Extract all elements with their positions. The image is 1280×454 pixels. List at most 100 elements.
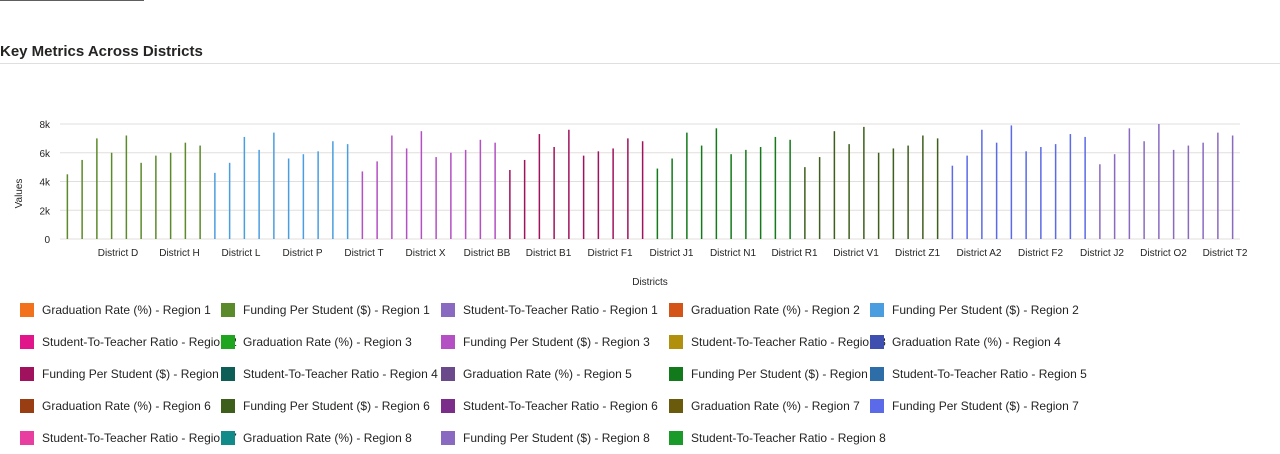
x-tick-label: District P <box>283 248 323 259</box>
legend-swatch <box>441 303 455 317</box>
legend-swatch <box>221 399 235 413</box>
bar <box>1128 128 1131 239</box>
legend-label: Graduation Rate (%) - Region 6 <box>42 399 211 413</box>
y-tick-label: 2k <box>39 206 51 217</box>
bar <box>1025 151 1027 239</box>
bar <box>391 135 393 239</box>
bar <box>804 167 806 239</box>
bar <box>597 151 600 239</box>
legend-swatch <box>441 431 455 445</box>
bar <box>966 155 968 239</box>
legend-swatch <box>20 431 34 445</box>
bar <box>848 144 850 239</box>
title-divider <box>0 63 1280 64</box>
legend-swatch <box>870 367 884 381</box>
x-tick-label: District L <box>222 248 261 259</box>
legend-swatch <box>221 303 235 317</box>
legend-label: Student-To-Teacher Ratio - Region 3 <box>691 335 886 349</box>
bar <box>951 165 954 239</box>
bar <box>140 162 142 239</box>
x-tick-label: District O2 <box>1140 248 1187 259</box>
x-tick-label: District N1 <box>710 248 757 259</box>
legend-label: Graduation Rate (%) - Region 7 <box>691 399 860 413</box>
legend-swatch <box>669 431 683 445</box>
legend-label: Graduation Rate (%) - Region 2 <box>691 303 860 317</box>
chart-legend: Graduation Rate (%) - Region 1 Funding Pe… <box>20 300 1280 454</box>
bar <box>1172 149 1175 239</box>
bar <box>582 155 585 239</box>
legend-swatch <box>870 335 884 349</box>
legend-label: Student-To-Teacher Ratio - Region 6 <box>463 399 658 413</box>
x-tick-label: District T <box>344 248 383 259</box>
bar <box>1099 164 1101 239</box>
legend-swatch <box>669 303 683 317</box>
legend-label: Student-To-Teacher Ratio - Region 1 <box>463 303 658 317</box>
bar <box>818 157 821 239</box>
bar <box>317 151 319 239</box>
bar <box>1040 147 1042 239</box>
legend-swatch <box>441 399 455 413</box>
bar <box>789 139 791 239</box>
bar <box>1113 154 1116 239</box>
y-axis-title: Values <box>14 179 25 209</box>
legend-label: Graduation Rate (%) - Region 4 <box>892 335 1061 349</box>
bar <box>641 141 644 239</box>
x-tick-label: District V1 <box>833 248 879 259</box>
legend-swatch <box>441 367 455 381</box>
bar <box>1202 142 1204 239</box>
x-tick-label: District F2 <box>1018 248 1063 259</box>
x-tick-label: District H <box>159 248 200 259</box>
bar <box>774 136 777 239</box>
bar <box>361 171 364 239</box>
bar <box>656 168 659 239</box>
bar <box>1217 132 1219 239</box>
legend-swatch <box>870 399 884 413</box>
bar <box>479 139 482 239</box>
bar <box>155 155 157 239</box>
bar <box>877 152 880 239</box>
bar <box>759 147 762 239</box>
bar <box>509 170 511 239</box>
bar <box>936 138 939 239</box>
bar <box>110 152 113 239</box>
bar <box>538 134 541 239</box>
legend-swatch <box>20 399 34 413</box>
bar <box>686 132 688 239</box>
bar <box>715 128 718 239</box>
x-tick-label: District Z1 <box>895 248 940 259</box>
chart-title: Key Metrics Across Districts <box>0 43 203 60</box>
bar <box>420 131 423 239</box>
bar <box>435 157 437 239</box>
bar <box>568 129 570 239</box>
bar <box>96 138 98 239</box>
x-tick-label: District BB <box>464 248 511 259</box>
legend-label: Funding Per Student ($) - Region 4 <box>42 367 229 381</box>
y-tick-label: 8k <box>39 120 51 131</box>
bar <box>494 142 496 239</box>
bar <box>863 126 865 239</box>
bar <box>346 144 349 239</box>
bar <box>184 142 187 239</box>
bar <box>1069 134 1072 239</box>
bar <box>671 158 673 239</box>
bar-chart: 0 2k 4k 6k 8k District D District H District L D… <box>14 120 1248 288</box>
legend-swatch <box>20 303 34 317</box>
bar <box>332 141 334 239</box>
legend-label: Funding Per Student ($) - Region 2 <box>892 303 1079 317</box>
y-tick-label: 0 <box>44 235 50 246</box>
y-tick-label: 6k <box>39 149 51 160</box>
bar <box>981 129 983 239</box>
legend-swatch <box>669 399 683 413</box>
bar <box>273 132 275 239</box>
legend-label: Graduation Rate (%) - Region 5 <box>463 367 632 381</box>
legend-label: Graduation Rate (%) - Region 8 <box>243 431 412 445</box>
bar <box>612 148 614 239</box>
x-tick-label: District B1 <box>526 248 572 259</box>
legend-label: Student-To-Teacher Ratio - Region 4 <box>243 367 438 381</box>
bar <box>66 174 69 239</box>
x-axis-title: Districts <box>632 277 668 288</box>
bar <box>700 145 703 239</box>
x-tick-label: District F1 <box>588 248 633 259</box>
x-tick-label: District T2 <box>1203 248 1248 259</box>
bar <box>199 145 201 239</box>
